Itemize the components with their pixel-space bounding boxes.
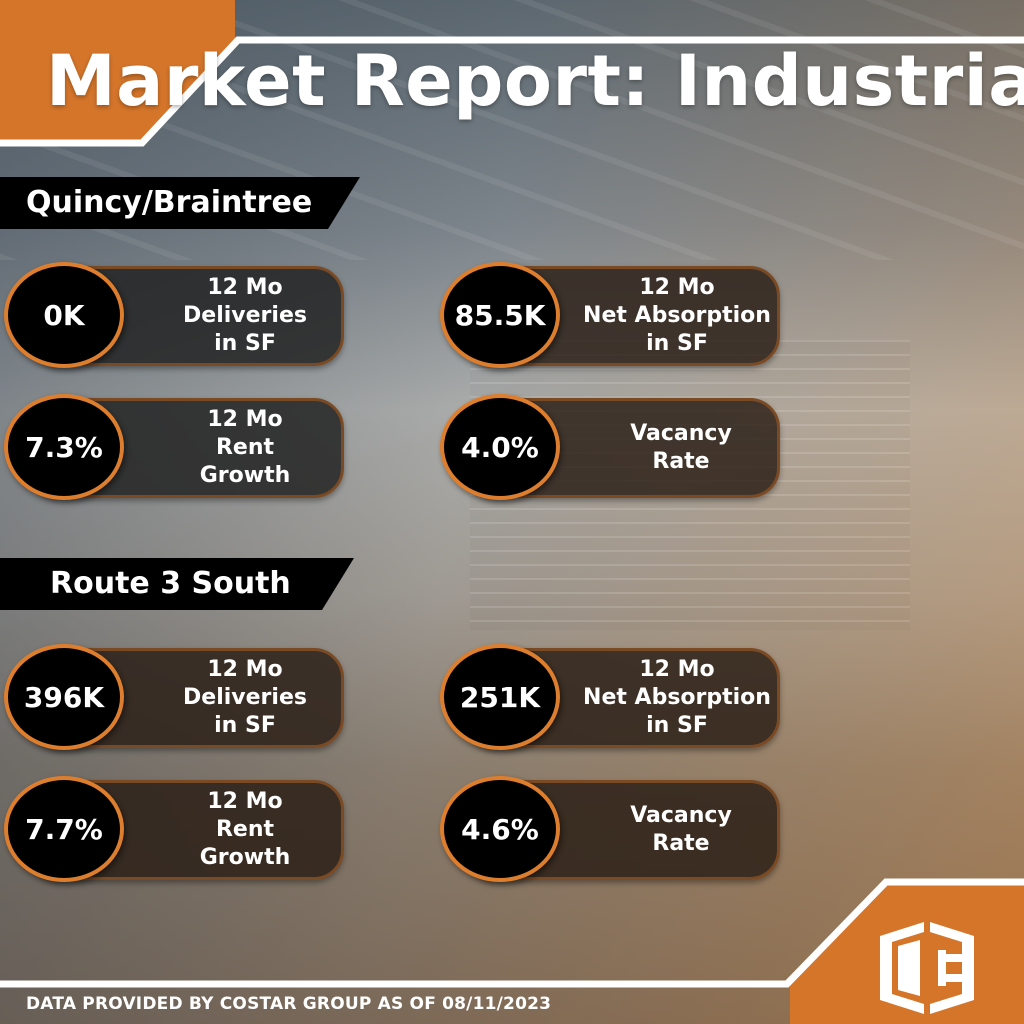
- section-banner-route-3-south: Route 3 South: [0, 558, 354, 610]
- stat-label: 12 Mo Rent Growth: [199, 789, 291, 870]
- stat-label: Vacancy Rate: [630, 421, 732, 474]
- ce-logo-icon: [880, 922, 974, 1014]
- stat-value: 4.6%: [440, 776, 560, 882]
- stat-card-rent-growth: 7.3% 12 Mo Rent Growth: [0, 394, 350, 502]
- section-banner-quincy-braintree: Quincy/Braintree: [0, 177, 360, 229]
- stat-label: 12 Mo Net Absorption in SF: [583, 657, 771, 738]
- stat-value: 0K: [4, 262, 124, 368]
- data-source-footnote: DATA PROVIDED BY COSTAR GROUP AS OF 08/1…: [26, 994, 552, 1014]
- stat-label: Vacancy Rate: [630, 803, 732, 856]
- stat-card-deliveries: 0K 12 Mo Deliveries in SF: [0, 262, 350, 370]
- page-title: Market Report: Industrial: [46, 40, 1024, 122]
- stat-card-net-absorption: 85.5K 12 Mo Net Absorption in SF: [436, 262, 786, 370]
- stat-label: 12 Mo Deliveries in SF: [183, 657, 307, 738]
- stat-value: 396K: [4, 644, 124, 750]
- stat-label: 12 Mo Deliveries in SF: [183, 275, 307, 356]
- stat-value: 85.5K: [440, 262, 560, 368]
- stat-card-deliveries: 396K 12 Mo Deliveries in SF: [0, 644, 350, 752]
- stat-label: 12 Mo Net Absorption in SF: [583, 275, 771, 356]
- stat-card-vacancy-rate: 4.6% Vacancy Rate: [436, 776, 786, 884]
- stat-value: 251K: [440, 644, 560, 750]
- stat-value: 7.7%: [4, 776, 124, 882]
- stat-card-vacancy-rate: 4.0% Vacancy Rate: [436, 394, 786, 502]
- stat-card-rent-growth: 7.7% 12 Mo Rent Growth: [0, 776, 350, 884]
- stat-value: 7.3%: [4, 394, 124, 500]
- stat-label: 12 Mo Rent Growth: [199, 407, 291, 488]
- stat-value: 4.0%: [440, 394, 560, 500]
- stat-card-net-absorption: 251K 12 Mo Net Absorption in SF: [436, 644, 786, 752]
